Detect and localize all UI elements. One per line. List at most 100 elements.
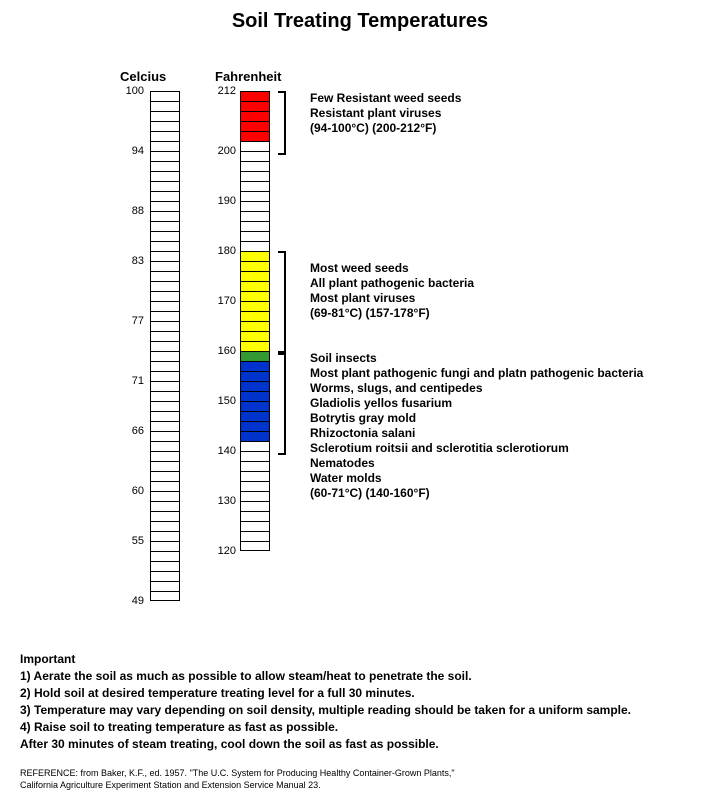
thermo-cell [241,492,269,502]
thermo-cell [151,112,179,122]
annotation-line: Soil insects [310,351,643,366]
thermo-cell [151,122,179,132]
thermo-cell [241,142,269,152]
thermo-cell [241,442,269,452]
thermo-cell [151,472,179,482]
thermo-cell [151,512,179,522]
thermo-cell [151,312,179,322]
thermo-cell [241,302,269,312]
thermo-cell [151,452,179,462]
annotation-line: Worms, slugs, and centipedes [310,381,643,396]
thermo-cell [241,422,269,432]
page-title: Soil Treating Temperatures [0,10,720,33]
annotation-line: (60-71°C) (140-160°F) [310,486,643,501]
thermo-cell [151,462,179,472]
thermo-cell [241,192,269,202]
thermo-cell [241,482,269,492]
thermo-cell [151,422,179,432]
thermo-cell [241,472,269,482]
tick-label: 130 [210,496,236,506]
thermo-cell [241,342,269,352]
thermo-cell [151,162,179,172]
reference-section: REFERENCE: from Baker, K.F., ed. 1957. "… [20,767,700,791]
thermo-cell [241,122,269,132]
thermo-cell [151,262,179,272]
thermo-cell [241,242,269,252]
thermo-cell [241,512,269,522]
tick-label: 71 [118,376,144,386]
range-bracket [278,351,286,455]
tick-label: 212 [210,86,236,96]
tick-label: 88 [118,206,144,216]
thermo-cell [151,172,179,182]
tick-label: 55 [118,536,144,546]
thermo-cell [241,102,269,112]
thermo-cell [241,312,269,322]
thermo-cell [241,162,269,172]
tick-label: 160 [210,346,236,356]
thermo-cell [151,562,179,572]
important-heading: Important [20,651,700,668]
tick-label: 83 [118,256,144,266]
annotation-block: Most weed seedsAll plant pathogenic bact… [310,261,474,321]
important-item: 4) Raise soil to treating temperature as… [20,719,700,736]
tick-label: 100 [118,86,144,96]
tick-label: 170 [210,296,236,306]
celsius-column [150,91,180,601]
thermo-cell [151,502,179,512]
tick-label: 200 [210,146,236,156]
thermo-cell [151,322,179,332]
thermo-cell [151,222,179,232]
fahrenheit-column [240,91,270,551]
thermo-cell [151,132,179,142]
range-bracket [278,91,286,155]
thermo-cell [151,362,179,372]
thermo-cell [151,402,179,412]
thermo-cell [241,332,269,342]
thermo-cell [151,392,179,402]
range-bracket [278,251,286,355]
annotation-block: Soil insectsMost plant pathogenic fungi … [310,351,643,501]
thermo-cell [241,382,269,392]
tick-label: 94 [118,146,144,156]
thermo-cell [151,412,179,422]
thermo-cell [151,522,179,532]
annotation-line: (69-81°C) (157-178°F) [310,306,474,321]
thermo-cell [241,322,269,332]
thermo-cell [151,432,179,442]
thermo-cell [241,202,269,212]
chart-area: Celcius Fahrenheit 100948883777166605549… [0,41,720,641]
tick-label: 49 [118,596,144,606]
thermo-cell [241,502,269,512]
thermo-cell [151,382,179,392]
tick-label: 190 [210,196,236,206]
thermo-cell [151,482,179,492]
annotation-line: Resistant plant viruses [310,106,461,121]
thermo-cell [151,572,179,582]
thermo-cell [241,92,269,102]
thermo-cell [151,342,179,352]
annotation-line: Rhizoctonia salani [310,426,643,441]
thermo-cell [151,552,179,562]
thermo-cell [241,542,269,552]
thermo-cell [151,142,179,152]
thermo-cell [151,92,179,102]
tick-label: 120 [210,546,236,556]
tick-label: 60 [118,486,144,496]
thermo-cell [151,182,179,192]
thermo-cell [241,112,269,122]
thermo-cell [151,192,179,202]
important-item: 1) Aerate the soil as much as possible t… [20,668,700,685]
annotation-line: Water molds [310,471,643,486]
thermo-cell [241,372,269,382]
fahrenheit-header: Fahrenheit [215,69,281,84]
thermo-cell [151,442,179,452]
thermo-cell [241,412,269,422]
annotation-line: Most plant viruses [310,291,474,306]
annotation-line: Nematodes [310,456,643,471]
annotation-line: Most weed seeds [310,261,474,276]
thermo-cell [241,362,269,372]
tick-label: 140 [210,446,236,456]
tick-label: 66 [118,426,144,436]
thermo-cell [241,522,269,532]
